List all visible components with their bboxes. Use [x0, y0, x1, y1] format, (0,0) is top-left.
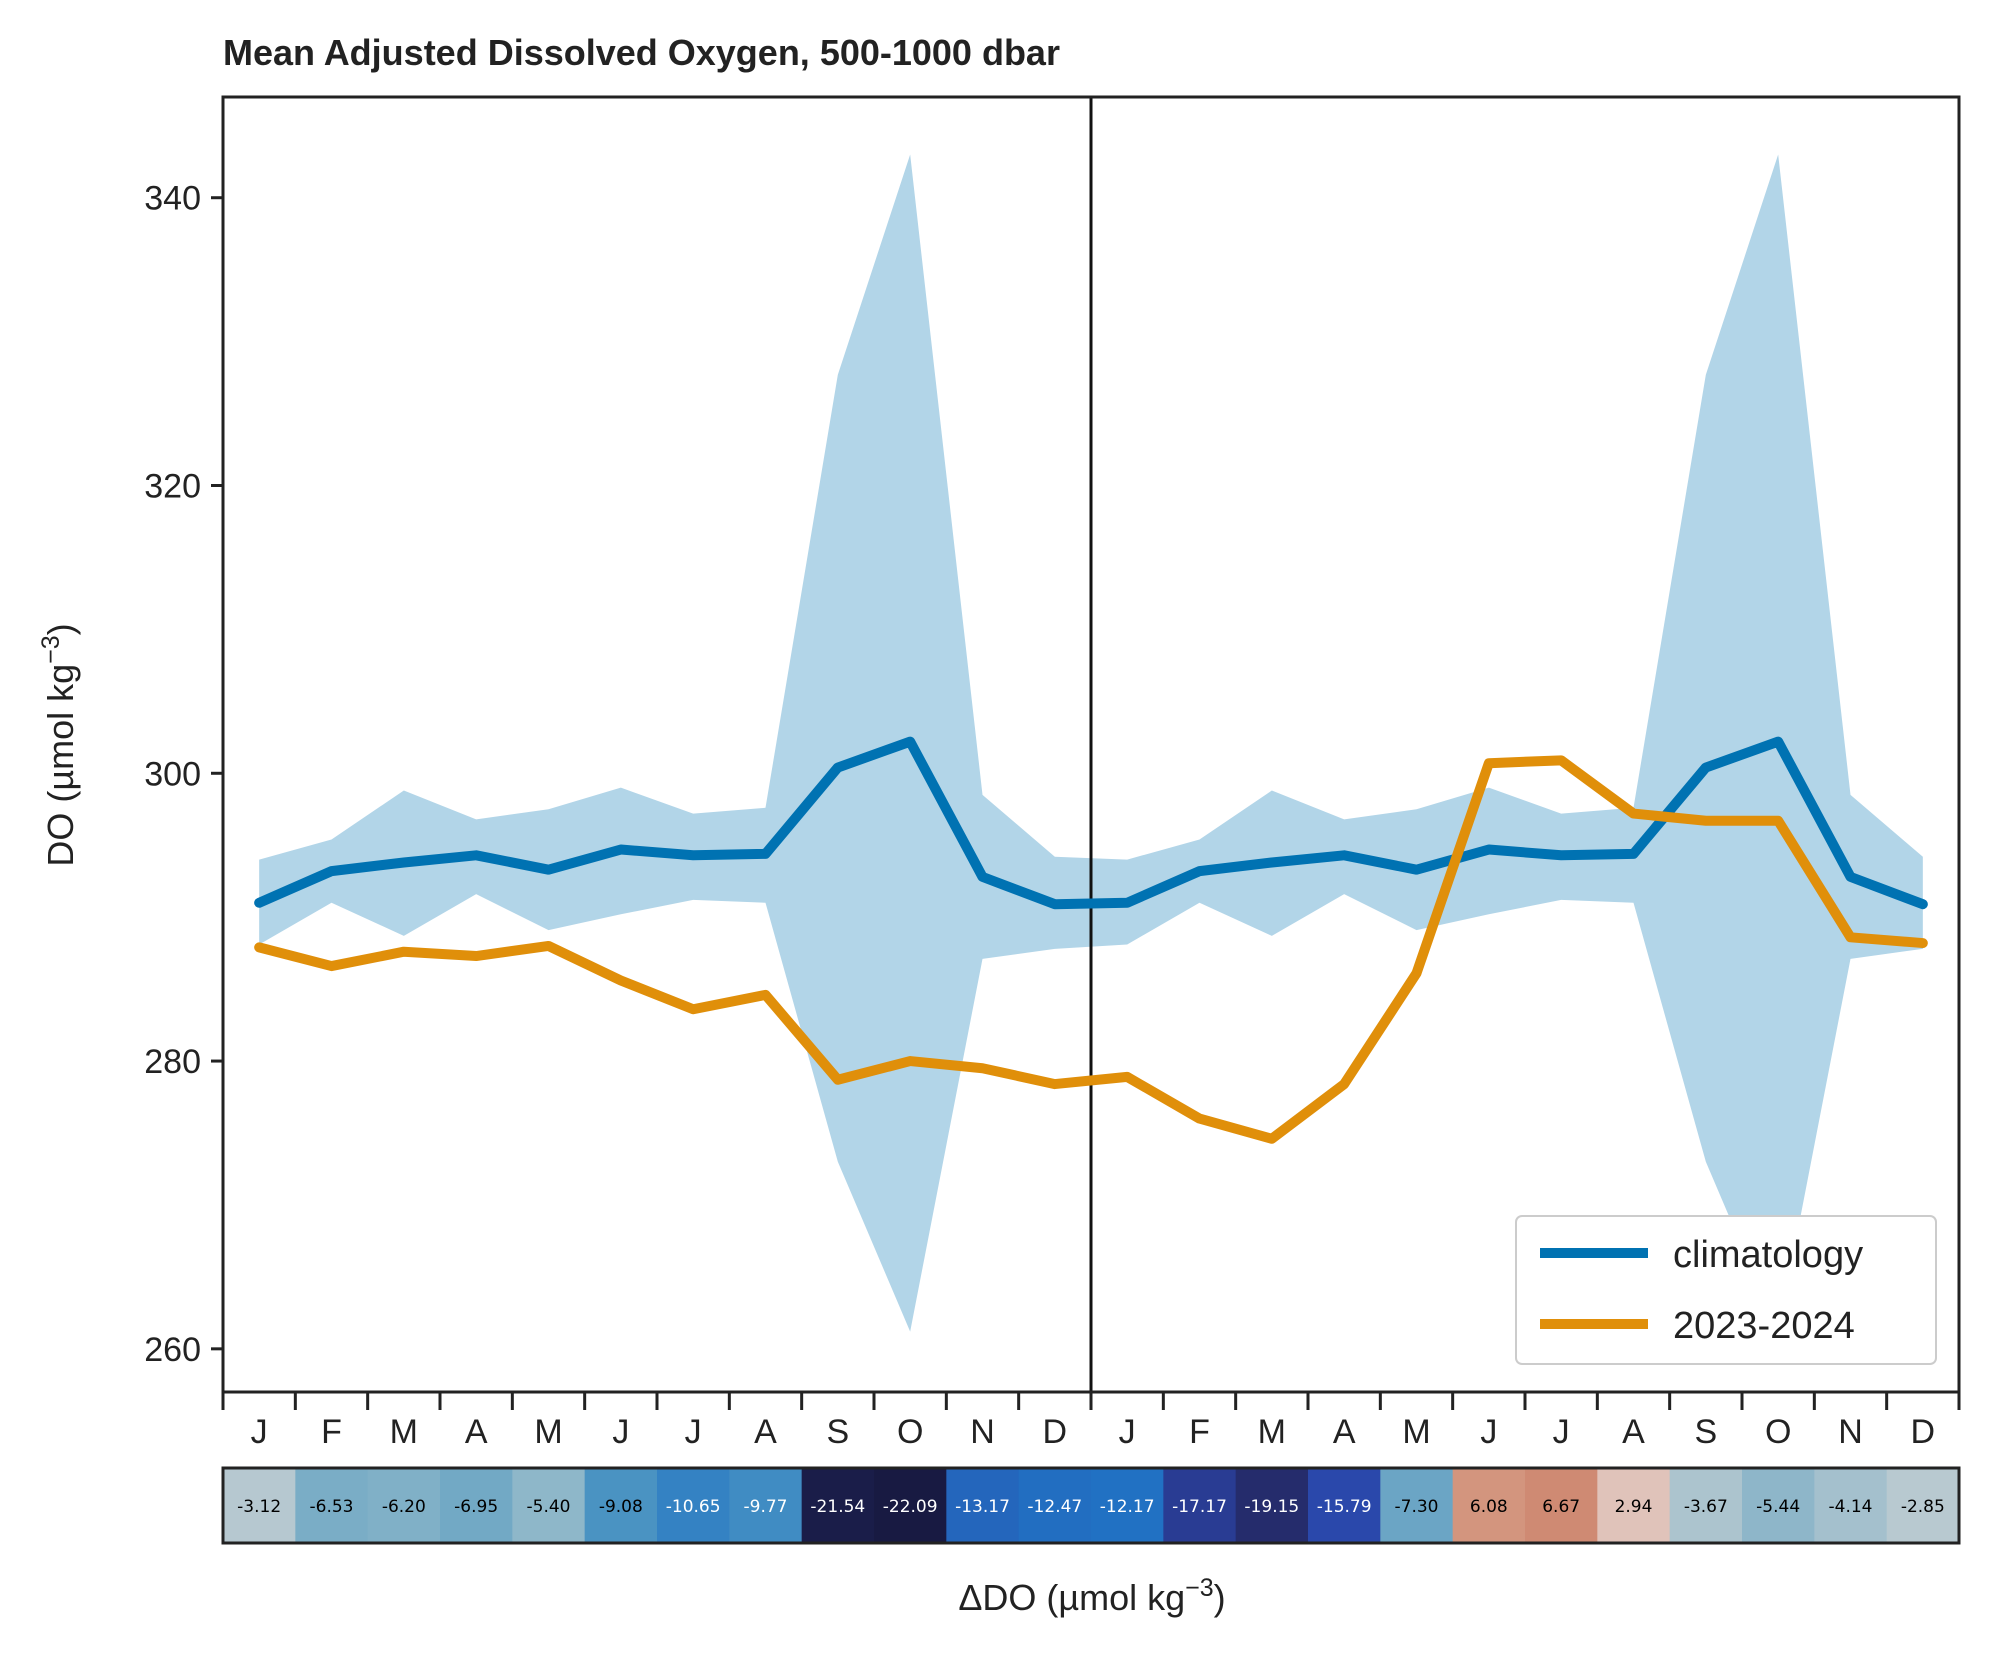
delta-do-cell	[367, 1468, 441, 1543]
delta-do-cell	[874, 1468, 947, 1543]
delta-do-cell-label: 2.94	[1615, 1497, 1653, 1517]
delta-do-cell-label: -22.09	[883, 1497, 938, 1517]
delta-do-cell-label: -13.17	[955, 1497, 1010, 1517]
delta-do-cell-label: 6.08	[1470, 1497, 1508, 1517]
x-tick-label-month: J	[1480, 1413, 1497, 1451]
delta-do-cell	[657, 1468, 730, 1543]
x-tick-label-month: A	[465, 1413, 488, 1451]
x-tick-label-month: N	[1838, 1413, 1863, 1451]
delta-do-cell-label: -5.40	[527, 1497, 571, 1517]
delta-do-cell	[1235, 1468, 1309, 1543]
x-tick-label-month: O	[897, 1413, 923, 1451]
x-tick-label-month: F	[321, 1413, 342, 1451]
x-tick-label-month: F	[1189, 1413, 1210, 1451]
delta-do-label: ΔDO (µmol kg−3)	[958, 1574, 1225, 1618]
y-tick-label-320: 320	[144, 468, 201, 506]
delta-do-cell	[1018, 1468, 1092, 1543]
delta-do-cell	[1597, 1468, 1671, 1543]
delta-do-cell-label: -6.20	[382, 1497, 426, 1517]
x-tick-label-month: J	[612, 1413, 629, 1451]
delta-do-cell-label: -2.85	[1901, 1497, 1945, 1517]
delta-do-cell-label: -6.53	[310, 1497, 354, 1517]
delta-do-cell	[1886, 1468, 1960, 1543]
x-tick-label-month: A	[1333, 1413, 1356, 1451]
delta-do-cell	[223, 1468, 296, 1543]
legend: climatology 2023-2024	[1515, 1215, 1937, 1365]
delta-do-cell	[1163, 1468, 1237, 1543]
x-tick-label-month: S	[1694, 1413, 1717, 1451]
x-tick-label-month: D	[1043, 1413, 1068, 1451]
delta-do-cell	[801, 1468, 875, 1543]
x-tick-label-month: J	[1119, 1413, 1136, 1451]
delta-do-cell-label: -12.17	[1100, 1497, 1155, 1517]
x-tick-label-month: M	[1402, 1413, 1430, 1451]
delta-do-cell-label: -9.08	[599, 1497, 643, 1517]
delta-do-strip: -3.12 -6.53 -6.20 -6.95 -5.40 -9.08 -10.65 -9.7…	[223, 1468, 1960, 1543]
delta-do-cell	[440, 1468, 513, 1543]
y-tick-label-280: 280	[144, 1043, 201, 1081]
delta-do-cell-label: 6.67	[1542, 1497, 1580, 1517]
delta-do-cell	[584, 1468, 658, 1543]
y-tick-label-300: 300	[144, 755, 201, 793]
delta-do-cell-label: -9.77	[744, 1497, 788, 1517]
delta-do-cell	[1669, 1468, 1743, 1543]
y-tick-label-340: 340	[144, 180, 201, 218]
y-tick-label-260: 260	[144, 1331, 201, 1369]
delta-do-cell	[1308, 1468, 1381, 1543]
delta-do-cell	[1380, 1468, 1454, 1543]
x-tick-label-month: N	[970, 1413, 995, 1451]
delta-do-cell-label: -6.95	[454, 1497, 498, 1517]
x-tick-label-month: J	[1553, 1413, 1570, 1451]
delta-do-cell-label: -7.30	[1395, 1497, 1439, 1517]
y-axis: 260 280 300 320 340	[144, 180, 223, 1369]
delta-do-cell-label: -3.67	[1684, 1497, 1728, 1517]
delta-do-cell	[946, 1468, 1020, 1543]
delta-do-cell-label: -12.47	[1027, 1497, 1082, 1517]
x-tick-label-month: S	[826, 1413, 849, 1451]
x-tick-label-month: M	[390, 1413, 418, 1451]
x-tick-label-month: M	[534, 1413, 562, 1451]
delta-do-cell-label: -4.14	[1829, 1497, 1873, 1517]
series-line-climatology	[254, 736, 1928, 910]
delta-do-cell-label: -10.65	[666, 1497, 721, 1517]
plot-frame	[221, 95, 1961, 1394]
x-tick-label-month: O	[1765, 1413, 1791, 1451]
delta-do-cell	[1452, 1468, 1526, 1543]
delta-do-cell-label: -3.12	[237, 1497, 281, 1517]
x-tick-label-month: J	[685, 1413, 702, 1451]
series-line-2023-2024	[254, 755, 1928, 1144]
delta-do-cell	[1525, 1468, 1598, 1543]
x-tick-label-month: D	[1911, 1413, 1936, 1451]
band-area	[259, 154, 1923, 1332]
legend-label-climatology: climatology	[1673, 1234, 1863, 1276]
delta-do-cell-label: -15.79	[1317, 1497, 1372, 1517]
delta-do-cell-label: -21.54	[810, 1497, 865, 1517]
x-tick-label-month: A	[754, 1413, 777, 1451]
delta-do-cell	[1814, 1468, 1888, 1543]
delta-do-cell	[512, 1468, 586, 1543]
delta-do-cell-label: -5.44	[1756, 1497, 1800, 1517]
delta-do-cell-label: -17.17	[1172, 1497, 1227, 1517]
delta-do-cell	[729, 1468, 803, 1543]
x-tick-label-month: A	[1622, 1413, 1645, 1451]
delta-do-cell-label: -19.15	[1244, 1497, 1299, 1517]
delta-do-cell	[295, 1468, 369, 1543]
legend-label-2023-2024: 2023-2024	[1673, 1305, 1855, 1347]
x-tick-label-month: M	[1258, 1413, 1286, 1451]
x-tick-label-month: J	[251, 1413, 268, 1451]
y-axis-label: DO (µmol kg−3)	[37, 623, 81, 866]
delta-do-strip-frame	[221, 1466, 1961, 1545]
uncertainty-band	[259, 154, 1923, 1332]
chart-title: Mean Adjusted Dissolved Oxygen, 500-1000…	[223, 32, 1060, 73]
series-lines	[254, 736, 1928, 1144]
delta-do-cell	[1742, 1468, 1815, 1543]
delta-do-cell	[1091, 1468, 1164, 1543]
